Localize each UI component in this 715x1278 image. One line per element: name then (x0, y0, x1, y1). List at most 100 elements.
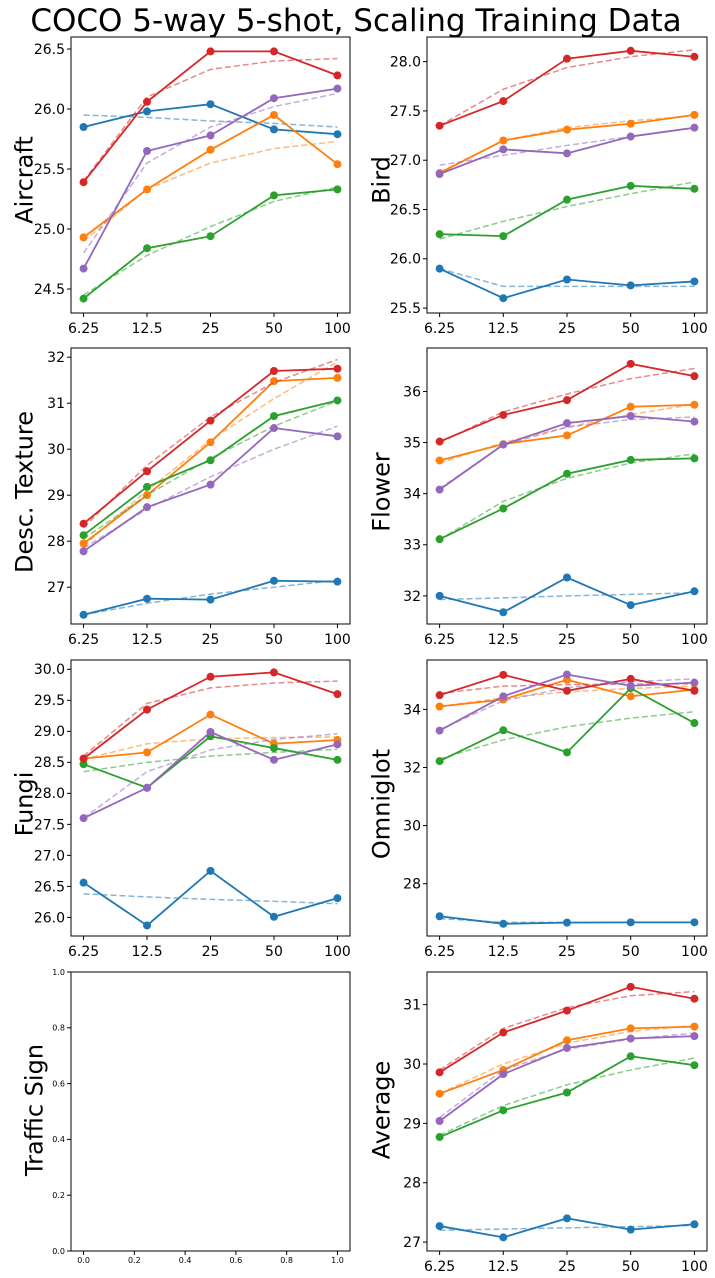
x-tick-label: 50 (622, 321, 640, 337)
data-point-red (435, 437, 444, 446)
series-purple (435, 411, 699, 494)
plot-area (426, 659, 708, 937)
x-tick-label: 6.25 (424, 944, 455, 960)
data-point-green (435, 1133, 444, 1142)
data-point-blue (435, 264, 444, 273)
data-point-green (690, 1061, 699, 1070)
y-tick-label: 34 (403, 702, 421, 718)
chart-panel-2: Desc. Texture 27 28 29 30 31 32 6.25 12.5 25 50 100 (10, 347, 351, 648)
data-point-blue (206, 100, 215, 109)
data-point-purple (269, 755, 278, 764)
series-red (435, 359, 699, 446)
y-tick-label: 27 (403, 1235, 421, 1251)
y-tick-label: 30 (47, 442, 65, 458)
data-point-red (499, 670, 508, 679)
series-purple (79, 84, 342, 273)
y-tick-label: 35 (403, 435, 421, 451)
data-point-red (435, 1068, 444, 1077)
data-point-orange (626, 119, 635, 128)
data-point-red (499, 410, 508, 419)
x-tick-label: 6.25 (424, 632, 455, 648)
series-red (79, 358, 342, 528)
data-point-red (563, 686, 571, 695)
series-green (79, 185, 342, 303)
data-point-blue (143, 921, 152, 930)
data-point-orange (626, 402, 635, 411)
data-point-blue (499, 608, 508, 617)
data-point-red (269, 668, 278, 677)
y-axis-label: Fungi (10, 772, 38, 837)
x-tick-label: 25 (558, 944, 576, 960)
y-tick-label: 27.5 (390, 104, 421, 120)
series-green (435, 181, 699, 241)
y-tick-label: 28 (403, 877, 421, 893)
data-point-purple (690, 417, 699, 426)
series-blue (435, 1214, 699, 1242)
data-point-red (333, 71, 342, 80)
y-tick-label: 0.4 (52, 1135, 65, 1144)
data-point-green (333, 755, 342, 764)
data-point-purple (499, 692, 508, 701)
data-point-green (563, 1088, 571, 1097)
y-tick-label: 32 (403, 760, 421, 776)
series-red (79, 47, 342, 187)
data-point-blue (499, 294, 508, 303)
x-tick-label: 25 (202, 321, 220, 337)
data-point-purple (563, 419, 571, 428)
data-point-green (690, 454, 699, 463)
data-point-red (563, 1006, 571, 1015)
data-point-purple (690, 1032, 699, 1041)
x-tick-label: 0.8 (280, 1256, 293, 1265)
series-trend-line-red (83, 358, 338, 528)
series-trend-line-green (439, 1057, 695, 1136)
data-point-green (499, 232, 508, 241)
data-point-blue (435, 912, 444, 921)
data-point-blue (79, 610, 88, 619)
data-point-green (499, 726, 508, 735)
x-tick-label: 12.5 (488, 321, 519, 337)
data-point-blue (690, 277, 699, 286)
data-point-orange (626, 692, 635, 701)
data-point-blue (563, 918, 571, 927)
data-point-red (690, 52, 699, 61)
data-point-orange (499, 136, 508, 145)
series-trend-line-orange (83, 140, 338, 242)
data-point-green (690, 719, 699, 728)
x-tick-label: 12.5 (488, 944, 519, 960)
y-tick-label: 26.0 (34, 102, 65, 118)
data-point-green (690, 184, 699, 193)
data-point-blue (143, 594, 152, 603)
y-tick-label: 0.8 (52, 1024, 65, 1033)
chart-panel-6: Traffic Sign 0.0 0.2 0.4 0.6 0.8 1.0 0.0 0.2 0.4 0… (20, 968, 351, 1265)
data-point-red (499, 97, 508, 106)
series-trend-line-blue (83, 579, 338, 616)
data-point-blue (563, 1214, 571, 1223)
series-trend-line-purple (82, 92, 338, 254)
series-trend-line-purple (439, 126, 695, 166)
data-point-purple (79, 264, 88, 273)
data-point-green (269, 412, 278, 421)
y-axis-label: Omniglot (367, 749, 395, 859)
series-purple (79, 727, 342, 823)
y-tick-label: 28.5 (34, 755, 65, 771)
series-green (435, 453, 699, 544)
data-point-purple (435, 485, 444, 494)
data-point-green (333, 396, 342, 405)
data-point-purple (143, 147, 152, 155)
series-blue (435, 264, 699, 303)
x-tick-label: 25 (202, 944, 220, 960)
y-tick-label: 26.5 (34, 879, 65, 895)
data-point-purple (499, 145, 508, 154)
data-point-purple (435, 170, 444, 179)
series-red (435, 46, 699, 130)
x-tick-label: 25 (202, 632, 220, 648)
data-point-green (435, 535, 444, 544)
data-point-purple (499, 440, 508, 449)
data-point-orange (333, 373, 342, 382)
series-trend-line-blue (83, 893, 338, 905)
series-purple (435, 1032, 699, 1125)
data-point-purple (563, 670, 571, 679)
data-point-green (143, 482, 152, 491)
data-point-orange (435, 1089, 444, 1098)
y-tick-label: 34 (403, 487, 421, 503)
